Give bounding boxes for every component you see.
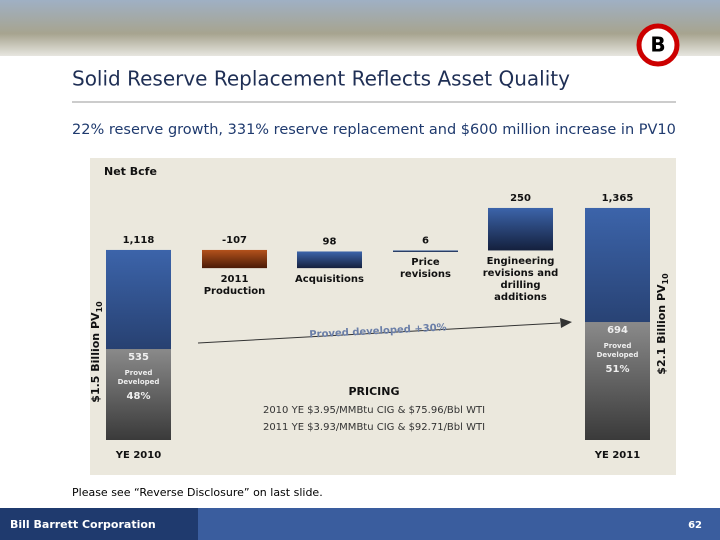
footnote: Please see “Reverse Disclosure” on last …: [72, 486, 323, 499]
pv-left: $1.5 Billion PV10: [89, 301, 104, 403]
step-bar: [297, 251, 362, 269]
pricing-line: 2010 YE $3.95/MMBtu CIG & $75.96/Bbl WTI: [263, 405, 485, 416]
proved-developed-bar: [106, 349, 171, 440]
category-label: YE 2011: [594, 450, 641, 461]
value-label: 98: [323, 236, 337, 247]
footer-bar: [198, 508, 720, 540]
category-label: Acquisitions: [295, 274, 364, 286]
category-label: YE 2010: [115, 450, 162, 461]
pv-right: $2.1 Billion PV10: [655, 273, 670, 375]
category-label: 2011 Production: [203, 274, 266, 298]
footer-left: [0, 508, 198, 540]
title: Solid Reserve Replacement Reflects Asset…: [72, 67, 570, 91]
y-label: Net Bcfe: [104, 165, 157, 178]
step-bar: [488, 207, 553, 251]
proved-name-part: Developed: [118, 378, 160, 386]
proved-value: 535: [128, 352, 149, 363]
logo: [636, 23, 680, 67]
arrow-line: [197, 322, 561, 344]
page-number: 62: [688, 520, 702, 531]
pricing-line: 2011 YE $3.93/MMBtu CIG & $92.71/Bbl WTI: [263, 422, 485, 433]
proved-name-part: Developed: [597, 351, 639, 359]
step-bar: [393, 250, 458, 252]
pv-left-text: $1.5 Billion PV: [89, 312, 102, 403]
proved-developed-bar: [585, 322, 650, 440]
header-photo: [0, 0, 720, 56]
proved-share: 51%: [606, 364, 630, 375]
logo-text: B: [650, 33, 665, 57]
step-bar: [202, 249, 267, 269]
value-label: 250: [510, 193, 531, 204]
pv-right-sub: 10: [661, 273, 670, 285]
pv-right-text: $2.1 Billion PV: [655, 284, 668, 375]
footer-company: Bill Barrett Corporation: [10, 518, 156, 531]
proved-name-part: Proved: [125, 369, 153, 377]
value-label: 6: [422, 235, 429, 246]
chart-panel: [90, 158, 676, 475]
arrow-head: [560, 318, 572, 328]
pv-left-sub: 10: [95, 301, 104, 313]
value-label: 1,118: [123, 235, 155, 246]
category-label: Price revisions: [400, 257, 451, 281]
proved-name-part: Proved: [604, 342, 632, 350]
proved-name: Proved Developed: [597, 342, 639, 359]
value-label: 1,365: [602, 193, 634, 204]
proved-share: 48%: [127, 391, 151, 402]
pricing-title: PRICING: [348, 385, 399, 398]
proved-name: Proved Developed: [118, 369, 160, 386]
value-label: -107: [222, 235, 247, 246]
subtitle: 22% reserve growth, 331% reserve replace…: [72, 122, 676, 138]
category-label: Engineering revisions and drilling addit…: [482, 256, 559, 304]
proved-value: 694: [607, 325, 628, 336]
